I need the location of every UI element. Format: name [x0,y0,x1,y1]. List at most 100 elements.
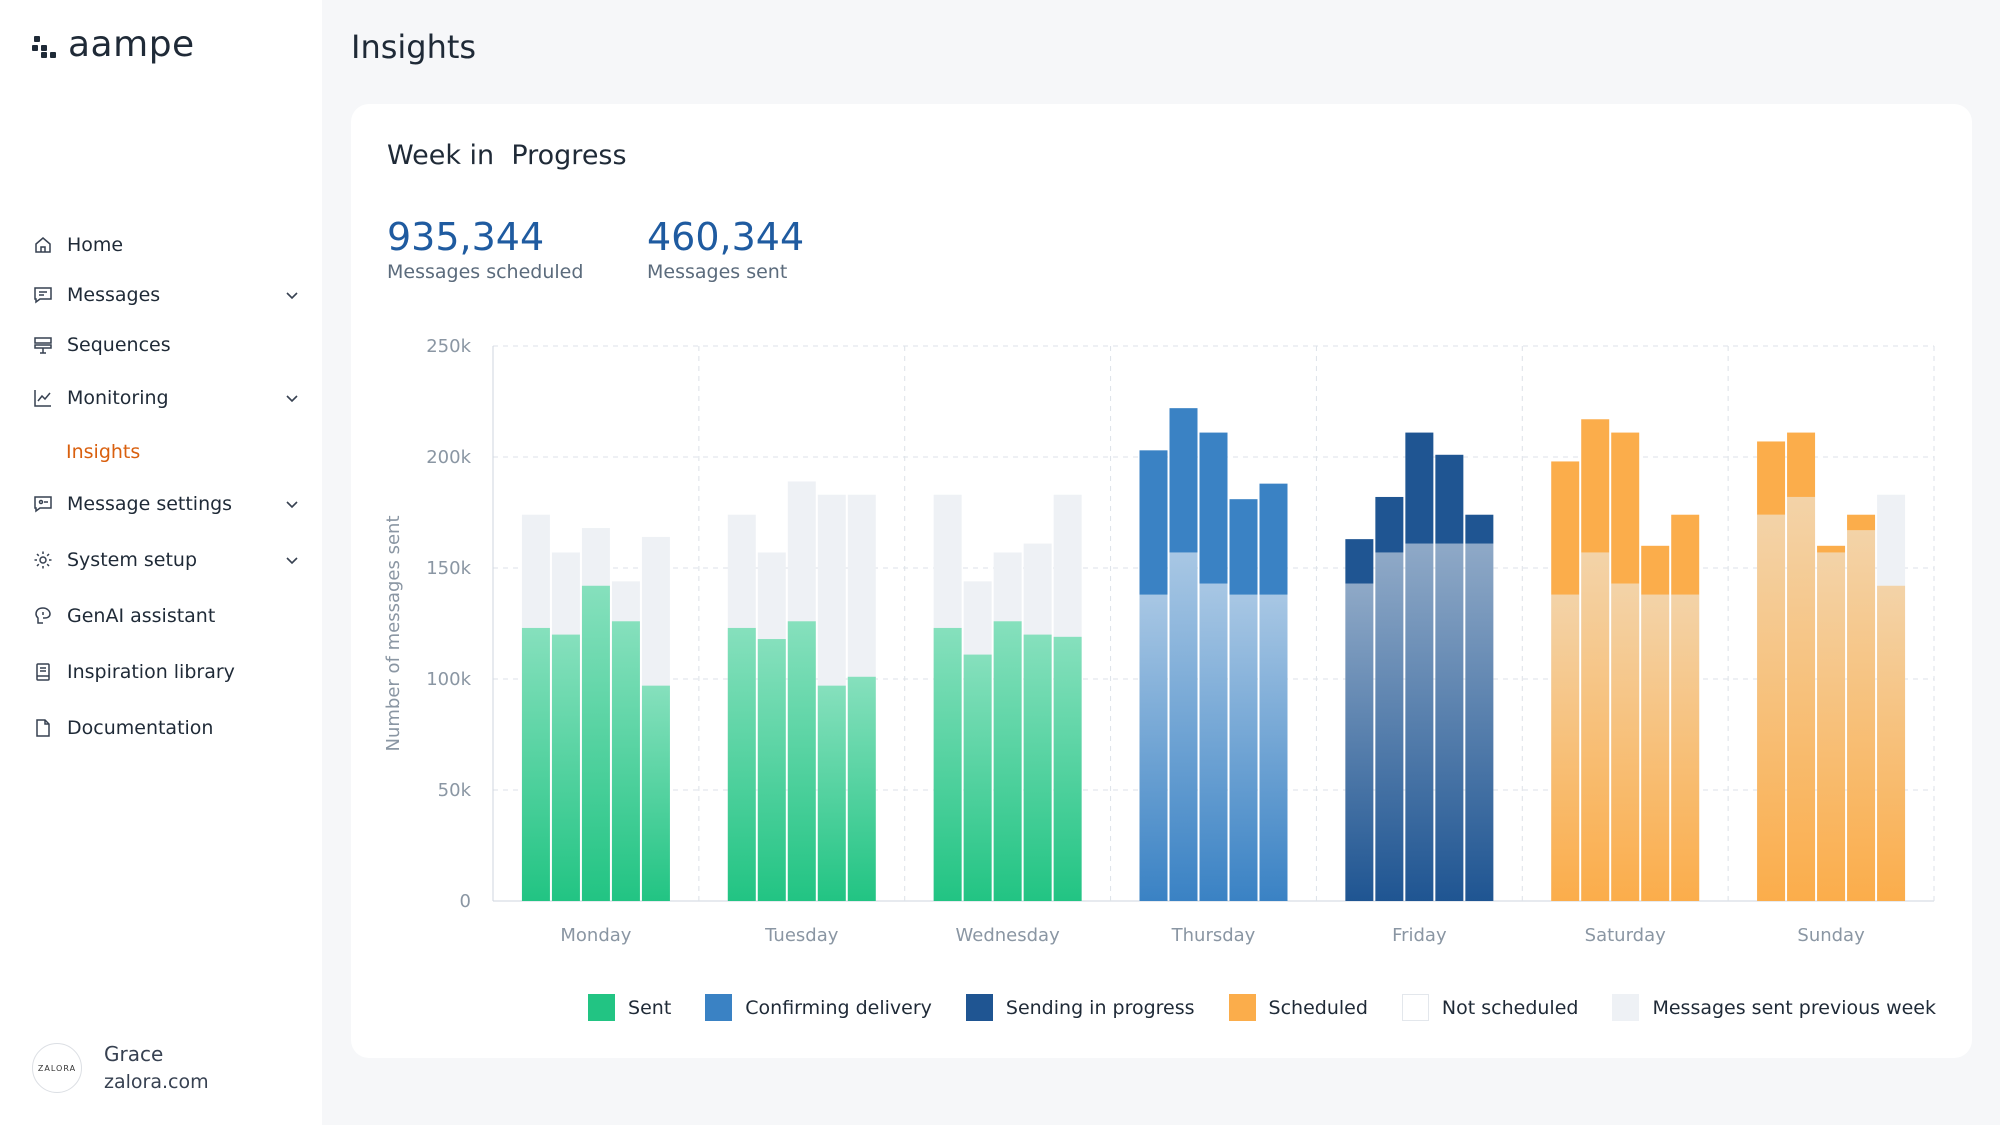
insights-card: Week in Progress 935,344 Messages schedu… [351,104,1972,1058]
bar-current-top [1847,514,1876,531]
sidebar-item-system-setup[interactable]: System setup [32,543,302,577]
chevron-down-icon[interactable] [282,494,302,514]
sidebar-item-home[interactable]: Home [32,228,302,262]
bar-current-top [1139,450,1168,595]
page-title: Insights [351,28,477,66]
bar-current-top [1435,454,1464,544]
sidebar-item-label: GenAI assistant [67,605,216,627]
bar-current [551,634,580,901]
stat-label: Messages scheduled [387,261,584,283]
y-tick-label: 250k [426,336,471,357]
stat-messages-scheduled: 935,344 Messages scheduled [387,214,583,284]
x-tick-label: Sunday [1797,925,1865,946]
legend-label: Messages sent previous week [1652,996,1936,1019]
chevron-down-icon[interactable] [282,388,302,408]
sequences-icon [32,334,54,356]
user-profile[interactable]: ZALORA Grace zalora.com [32,1040,209,1096]
stat-messages-sent: 460,344 Messages sent [647,214,804,284]
legend-swatch [1401,994,1429,1021]
bar-current-base [1465,543,1494,901]
bar-current [641,685,670,901]
bar-current [611,621,640,901]
aampe-logo[interactable]: aampe [32,24,195,65]
bar-current [993,621,1022,901]
x-tick-label: Wednesday [956,925,1061,946]
legend-label: Scheduled [1268,996,1368,1019]
sidebar-item-inspiration-library[interactable]: Inspiration library [32,655,302,689]
bar-current [787,621,816,901]
bar-current-top [1375,496,1404,553]
bar-current-base [1199,583,1228,901]
x-tick-label: Friday [1392,925,1447,946]
bar-current-base [1169,552,1198,901]
legend-item[interactable]: Scheduled [1228,994,1368,1021]
bar-current [581,585,610,901]
sidebar-subitem-insights[interactable]: Insights [66,441,141,463]
stat-value: 935,344 [387,215,545,259]
bar-current [1877,585,1906,901]
legend-swatch [965,994,993,1021]
bar-current-top [1405,432,1434,544]
x-tick-label: Thursday [1171,925,1256,946]
x-tick-label: Monday [560,925,631,946]
avatar: ZALORA [32,1043,82,1093]
card-title: Week in Progress [387,140,627,171]
stat-label: Messages sent [647,261,788,283]
bar-current-base [1139,594,1168,901]
y-tick-label: 150k [426,558,471,579]
bar-current-top [1757,441,1786,515]
bar-current [933,627,962,901]
chevron-down-icon[interactable] [282,285,302,305]
y-tick-label: 0 [460,891,471,912]
bar-current-top [1551,461,1580,595]
bar-current-top [1169,408,1198,553]
bar-current-base [1581,552,1610,901]
logo-mark-icon [32,32,60,58]
chevron-down-icon[interactable] [282,550,302,570]
legend-item[interactable]: Sending in progress [965,994,1195,1021]
sidebar-item-label: Message settings [67,493,233,515]
logo-text: aampe [68,24,195,65]
sidebar-item-genai-assistant[interactable]: GenAI assistant [32,599,302,633]
sidebar-item-sequences[interactable]: Sequences [32,328,302,362]
weekly-bar-chart: 0 50k 100k 150k 200k 250k Number of messages s… [383,336,1935,946]
bar-current-top [1787,432,1816,497]
home-icon [32,234,54,256]
sidebar-item-message-settings[interactable]: Message settings [32,487,302,521]
bar-current [817,685,846,901]
legend-swatch [1228,994,1256,1021]
y-tick-label: 200k [426,447,471,468]
sidebar-item-label: Messages [67,284,161,306]
bar-current-base [1551,594,1580,901]
document-icon [32,717,54,739]
legend-item[interactable]: Confirming delivery [705,994,932,1021]
legend-item[interactable]: Messages sent previous week [1612,994,1936,1021]
bar-current-base [1847,530,1876,901]
sidebar-item-label: Documentation [67,717,214,739]
sidebar-item-messages[interactable]: Messages [32,278,302,312]
sidebar-item-monitoring[interactable]: Monitoring [32,381,302,415]
legend-swatch [588,994,616,1021]
bar-current-top [1611,432,1640,584]
sidebar-item-label: Inspiration library [67,661,235,683]
bar-current [847,676,876,901]
sidebar-item-label: Sequences [67,334,171,356]
bar-current [963,654,992,901]
legend-label: Sending in progress [1005,996,1195,1019]
sidebar-item-label: System setup [67,549,198,571]
bar-current-base [1405,543,1434,901]
bar-current-base [1787,496,1816,901]
y-tick-label: 50k [438,780,472,801]
bar-current-top [1199,432,1228,584]
x-tick-label: Tuesday [764,925,839,946]
legend-item[interactable]: Sent [588,994,671,1021]
bar-current [757,639,786,901]
book-icon [32,661,54,683]
sidebar-item-documentation[interactable]: Documentation [32,711,302,745]
legend-item[interactable]: Not scheduled [1401,994,1578,1021]
sidebar-item-label: Monitoring [67,387,169,409]
user-org: zalora.com [104,1071,209,1093]
bar-current-top [1641,545,1670,595]
x-tick-label: Saturday [1585,925,1666,946]
bar-current-top [1671,514,1700,595]
